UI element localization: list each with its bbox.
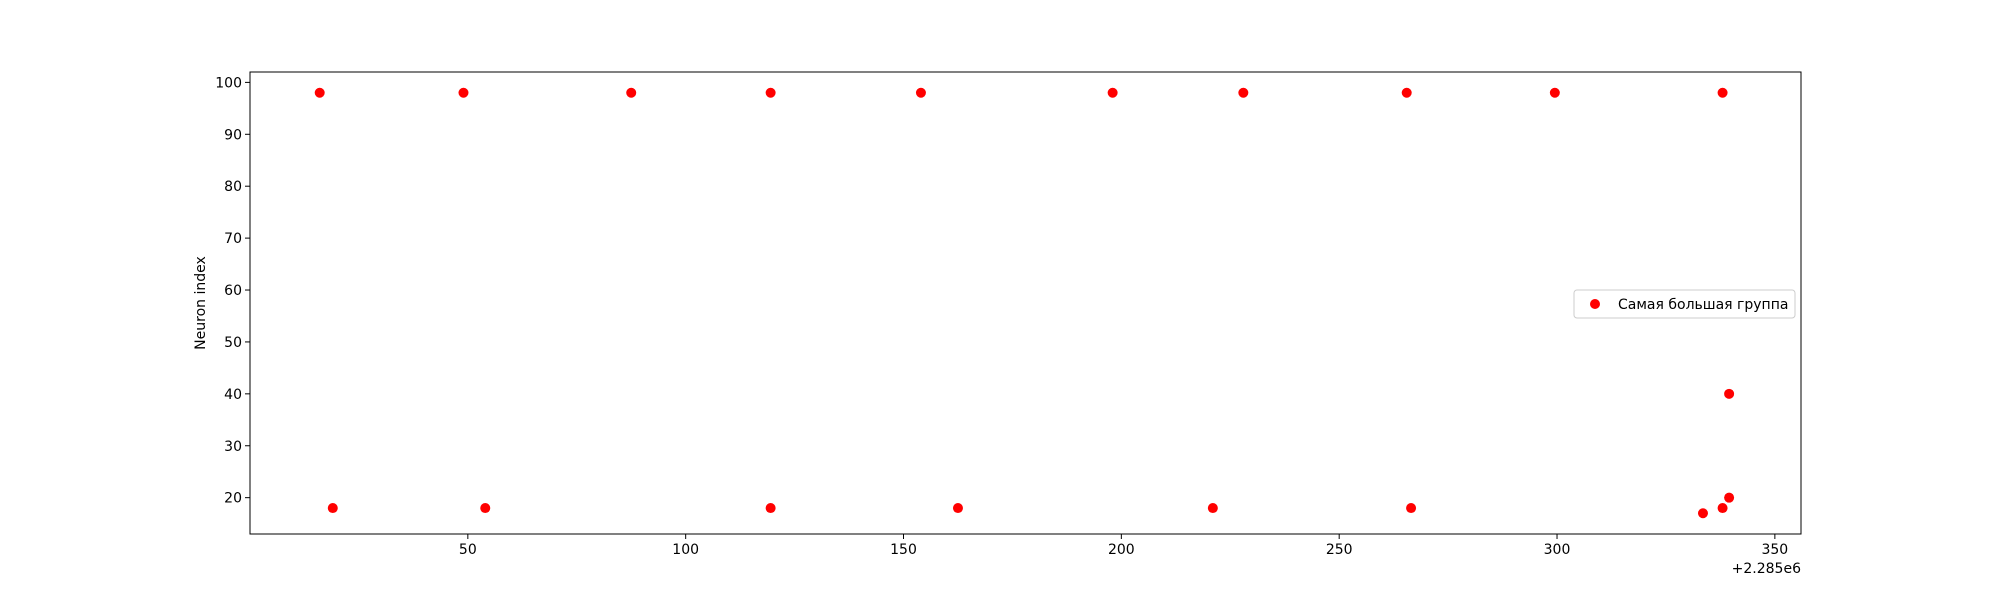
data-point [458, 87, 469, 98]
data-point [952, 503, 963, 514]
data-point [1697, 508, 1708, 519]
y-tick-label: 50 [224, 335, 242, 351]
y-axis-ticks: 20 30 40 50 60 70 80 90 100 [215, 75, 250, 507]
data-point [1724, 388, 1735, 399]
data-point [626, 87, 637, 98]
y-tick-label: 40 [224, 387, 242, 403]
data-point [1107, 87, 1118, 98]
plot-area-frame [249, 71, 1802, 535]
y-tick-label: 20 [224, 491, 242, 507]
y-axis-label: Neuron index [193, 256, 209, 350]
legend: Самая большая группа [1573, 289, 1796, 319]
x-tick-label: 100 [672, 542, 699, 558]
x-tick-label: 300 [1544, 542, 1571, 558]
y-tick-label: 80 [224, 179, 242, 195]
y-tick-label: 90 [224, 127, 242, 143]
y-tick-label: 30 [224, 439, 242, 455]
data-point [765, 87, 776, 98]
x-axis-ticks: 50 100 150 200 250 300 350 [459, 534, 1788, 558]
data-points [314, 87, 1735, 519]
data-point [1207, 503, 1218, 514]
x-tick-label: 50 [459, 542, 477, 558]
y-tick-label: 70 [224, 231, 242, 247]
data-point [1724, 492, 1735, 503]
data-point [1717, 503, 1728, 514]
x-tick-label: 200 [1108, 542, 1135, 558]
data-point [1717, 87, 1728, 98]
y-tick-label: 60 [224, 283, 242, 299]
x-tick-label: 250 [1326, 542, 1353, 558]
data-point [480, 503, 491, 514]
data-point [1406, 503, 1417, 514]
data-point [915, 87, 926, 98]
x-tick-label: 350 [1761, 542, 1788, 558]
data-point [1549, 87, 1560, 98]
data-point [765, 503, 776, 514]
x-tick-label: 150 [890, 542, 917, 558]
legend-box [1573, 289, 1796, 319]
legend-marker [1590, 299, 1600, 309]
data-point [1238, 87, 1249, 98]
y-tick-label: 100 [215, 75, 242, 91]
data-point [314, 87, 325, 98]
data-point [1401, 87, 1412, 98]
data-point [327, 503, 338, 514]
legend-entry-label: Самая большая группа [1618, 297, 1788, 313]
x-axis-offset-label: +2.285e6 [1732, 561, 1801, 577]
